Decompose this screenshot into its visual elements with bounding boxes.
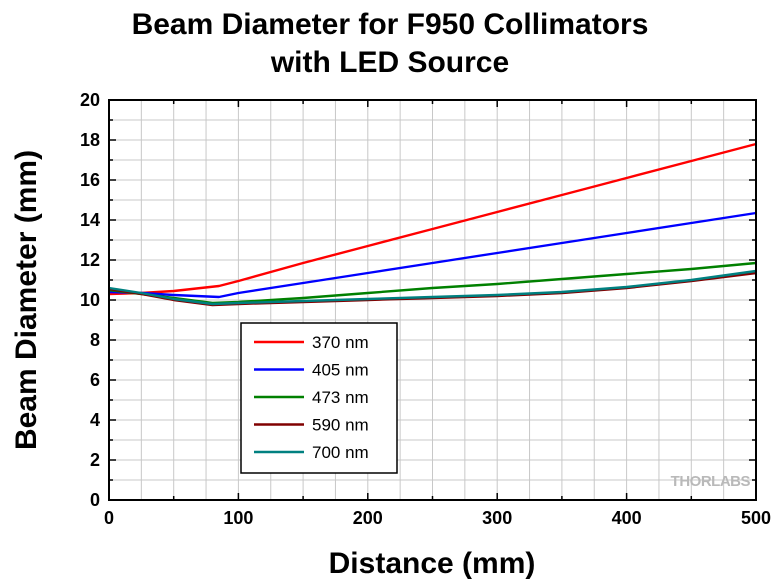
y-tick-label: 14 [80,210,100,230]
series-line-370-nm [108,142,757,296]
x-tick-label: 300 [482,508,512,528]
y-tick-label: 16 [80,170,100,190]
grid-lines [109,100,756,500]
x-tick-label: 100 [223,508,253,528]
x-axis-title: Distance (mm) [329,547,536,580]
legend: 370 nm 405 nm 473 nm 590 nm 700 nm [240,322,398,474]
legend-label: 700 nm [312,443,369,462]
thorlabs-watermark: THORLABS [671,473,751,490]
chart-title: Beam Diameter for F950 Collimators with … [0,6,780,82]
y-tick-label: 0 [90,490,100,510]
series-lines [108,142,757,307]
x-tick-label: 400 [612,508,642,528]
y-tick-label: 8 [90,330,100,350]
series-line-405-nm [108,211,757,299]
x-tick-label: 500 [741,508,771,528]
y-tick-label: 10 [80,290,100,310]
x-tick-label: 200 [353,508,383,528]
legend-label: 590 nm [312,416,369,435]
y-axis-title: Beam Diameter (mm) [10,150,43,450]
chart-title-line-2: with LED Source [270,46,510,79]
y-tick-label: 4 [90,410,100,430]
y-tick-label: 6 [90,370,100,390]
y-tick-label: 20 [80,90,100,110]
y-tick-label: 18 [80,130,100,150]
y-tick-label: 12 [80,250,100,270]
y-tick-label: 2 [90,450,100,470]
series-line-700-nm [108,269,757,306]
chart-title-line-1: Beam Diameter for F950 Collimators [131,8,649,41]
axis-ticks: 0 100 200 300 400 500 0 2 4 6 8 10 12 14 16 18 20 [80,90,771,528]
x-tick-label: 0 [104,508,114,528]
legend-label: 405 nm [312,361,369,380]
legend-label: 370 nm [312,333,369,352]
legend-label: 473 nm [312,388,369,407]
